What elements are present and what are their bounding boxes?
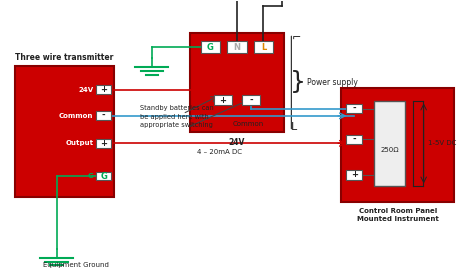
Bar (254, 41, 273, 53)
Bar (96, 112, 111, 120)
Bar (227, 41, 247, 53)
Text: L: L (261, 42, 266, 52)
Text: Equipment Ground: Equipment Ground (43, 262, 109, 269)
Bar (242, 95, 260, 105)
Text: Common: Common (232, 121, 264, 127)
Bar (346, 104, 362, 113)
Text: +: + (100, 139, 107, 148)
Text: G: G (207, 42, 214, 52)
Text: ⌐: ⌐ (292, 33, 301, 43)
Text: 250Ω: 250Ω (380, 147, 399, 153)
Text: Standby batteries can
be applied here with
appropriate switching: Standby batteries can be applied here wi… (140, 105, 214, 128)
Bar (346, 135, 362, 144)
Bar (346, 170, 362, 179)
Bar (96, 172, 111, 180)
Text: }: } (290, 70, 306, 95)
Text: Output: Output (65, 140, 93, 146)
Text: -: - (102, 111, 106, 120)
Text: -: - (352, 104, 356, 113)
Text: Power supply: Power supply (307, 78, 358, 87)
Text: Control Room Panel
Mounted Instrument: Control Room Panel Mounted Instrument (357, 208, 438, 222)
Text: +: + (219, 96, 226, 105)
Text: -: - (249, 96, 253, 105)
Bar (341, 88, 455, 202)
Text: L: L (292, 122, 298, 132)
Bar (15, 66, 114, 197)
Text: Common: Common (59, 113, 93, 119)
Text: -: - (352, 135, 356, 144)
Bar (374, 101, 405, 186)
Text: 24V: 24V (229, 138, 245, 147)
Text: N: N (234, 42, 240, 52)
Text: 1-5V DC: 1-5V DC (428, 141, 457, 147)
Text: G: G (100, 172, 107, 181)
Bar (190, 33, 284, 132)
Text: 24V: 24V (78, 87, 93, 93)
Bar (214, 95, 232, 105)
Text: Three wire transmitter: Three wire transmitter (15, 53, 114, 62)
Text: 4 – 20mA DC: 4 – 20mA DC (197, 149, 242, 155)
Text: +: + (100, 85, 107, 94)
Bar (96, 85, 111, 94)
Text: G: G (88, 173, 93, 179)
Bar (201, 41, 220, 53)
Bar (96, 139, 111, 148)
Text: +: + (351, 170, 358, 179)
